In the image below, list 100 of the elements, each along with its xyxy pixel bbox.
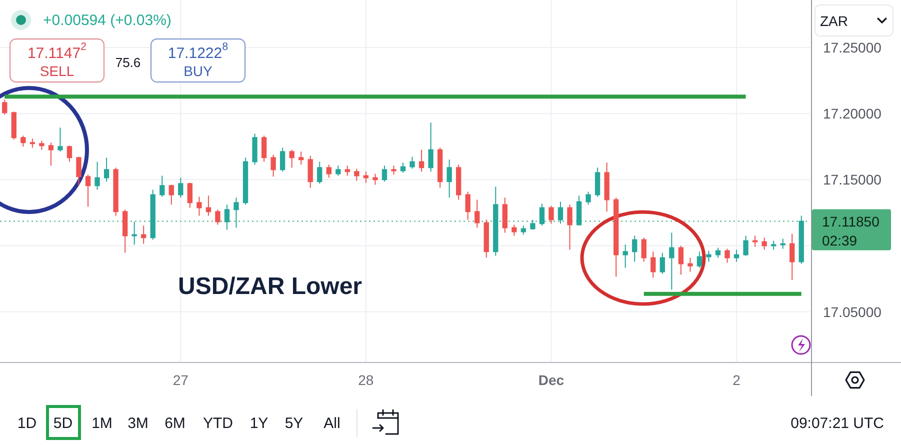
candlestick (382, 165, 388, 182)
candlestick (2, 99, 8, 116)
candlestick (289, 149, 294, 168)
candlestick (308, 155, 313, 188)
x-tick-label: 27 (172, 372, 189, 388)
candlestick (437, 147, 443, 188)
candlestick (743, 235, 748, 256)
candlestick (428, 122, 434, 172)
candlestick (344, 165, 350, 176)
candlestick (762, 237, 767, 250)
annotation: SELL (40, 63, 74, 79)
annotation: BUY (184, 63, 214, 79)
candlestick (669, 232, 674, 290)
candlestick (252, 133, 258, 166)
candlestick (391, 165, 396, 176)
candlestick (530, 219, 536, 230)
candlestick (113, 167, 118, 216)
candlestick (317, 161, 322, 184)
y-tick-label: 17.05000 (823, 304, 882, 320)
annotation: 75.6 (115, 54, 141, 70)
candlestick (752, 235, 758, 248)
candlestick (520, 225, 526, 236)
candlestick (484, 219, 489, 258)
candlestick (85, 174, 91, 208)
candlestick (141, 225, 146, 244)
candlestick (242, 157, 248, 206)
candlestick (418, 149, 424, 172)
candlestick (215, 209, 220, 226)
candlestick (66, 145, 72, 162)
y-tick-label: 17.25000 (823, 40, 882, 56)
text: 5D (53, 414, 73, 432)
candlestick (696, 251, 702, 268)
candlestick (94, 161, 100, 190)
x-tick-label: Dec (538, 372, 564, 388)
text: All (324, 414, 340, 432)
candlestick (150, 189, 156, 240)
text: 09:07:21 UTC (790, 414, 884, 432)
candlestick (446, 159, 452, 198)
candlestick (660, 252, 665, 274)
candlestick (39, 140, 44, 150)
text: 1M (92, 414, 112, 432)
text: 5Y (284, 414, 304, 432)
annotation: +0.00594 (+0.03%) (43, 12, 172, 28)
candlestick (234, 197, 239, 228)
candlestick (465, 191, 470, 220)
annotation: USD/ZAR Lower (178, 272, 362, 300)
x-tick-label: 28 (358, 372, 374, 388)
candlestick (567, 204, 572, 250)
candlestick (650, 251, 656, 278)
text: 1D (17, 414, 37, 432)
text: 3M (128, 414, 148, 432)
candlestick (132, 221, 137, 246)
candlestick (641, 237, 646, 262)
candlestick (678, 245, 684, 276)
candlestick (456, 164, 462, 200)
candlestick (724, 248, 730, 264)
candlestick (76, 156, 82, 186)
x-tick-label: 2 (732, 372, 741, 388)
candlestick (261, 135, 267, 162)
candlestick (270, 154, 276, 178)
candlestick (688, 257, 693, 272)
candlestick (539, 203, 545, 226)
candlestick (604, 162, 610, 212)
candlestick (280, 147, 286, 172)
text: YTD (203, 414, 234, 432)
candlestick (168, 184, 174, 206)
candlestick (354, 168, 360, 182)
candlestick (206, 195, 212, 216)
candlestick (58, 127, 63, 152)
annotation: 17.1222$^{8}$ (168, 41, 228, 62)
candlestick (224, 204, 230, 230)
candlestick (558, 201, 564, 224)
candlestick (196, 196, 202, 216)
candlestick (30, 138, 36, 148)
candlestick (160, 175, 165, 198)
candlestick (622, 244, 628, 268)
candlestick (187, 182, 193, 208)
candlestick (734, 249, 740, 262)
text: 1Y (250, 414, 268, 432)
candlestick (613, 197, 619, 278)
candlestick (632, 235, 638, 262)
candlestick (594, 167, 600, 198)
candlestick (512, 224, 517, 236)
y-tick-label: 17.20000 (823, 106, 882, 122)
candlestick (493, 186, 498, 256)
candlestick (48, 142, 54, 166)
candlestick (770, 240, 776, 250)
candlestick (122, 209, 128, 254)
candlestick (178, 177, 184, 198)
candlestick (706, 250, 712, 262)
annotation: 17.1147$^{2}$ (27, 41, 87, 62)
y-tick-label: 17.15000 (823, 172, 882, 188)
candlestick (372, 173, 378, 186)
candlestick (363, 171, 369, 184)
ref-line-label: 17.11850 02:39 (822, 213, 880, 248)
candlestick (20, 135, 26, 148)
candlestick (104, 157, 110, 182)
candlestick (400, 162, 406, 174)
text: ZAR (820, 13, 848, 29)
candlestick (780, 238, 786, 250)
